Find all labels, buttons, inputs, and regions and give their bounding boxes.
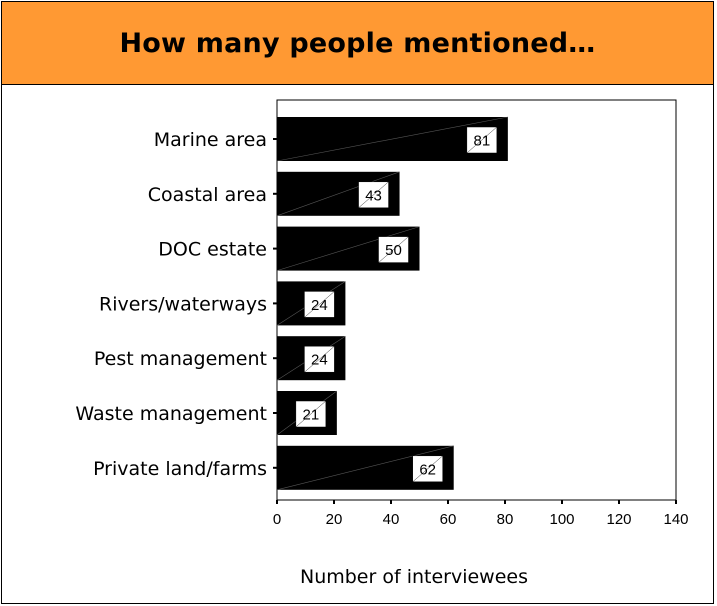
x-tick-label: 100 (549, 511, 574, 528)
bar-pattern-line (276, 226, 420, 271)
page-title: How many people mentioned… (119, 27, 596, 59)
category-label: Waste management (75, 403, 267, 425)
bar-pattern-line (276, 445, 454, 491)
category-label: Rivers/waterways (99, 293, 267, 315)
category-label: DOC estate (158, 239, 267, 261)
x-tick-label: 40 (383, 511, 400, 528)
x-tick-label: 140 (663, 511, 688, 528)
x-tick-label: 20 (326, 511, 343, 528)
bar-pattern-line (276, 171, 400, 217)
label-box-pattern-line (378, 236, 409, 263)
label-box-pattern-line (304, 346, 335, 373)
data-label: 50 (385, 242, 402, 259)
category-label: Pest management (94, 348, 267, 370)
data-label: 24 (311, 352, 328, 369)
category-label: Coastal area (148, 184, 267, 206)
label-box-pattern-line (358, 181, 389, 208)
header-banner: How many people mentioned… (1, 1, 714, 85)
data-label: 21 (303, 407, 320, 424)
x-tick-label: 80 (497, 511, 514, 528)
x-tick-label: 60 (440, 511, 457, 528)
label-box-pattern-line (295, 400, 326, 428)
x-tick-label: 120 (606, 511, 631, 528)
label-box-pattern-line (304, 291, 335, 318)
label-box-pattern-line (412, 455, 443, 482)
data-label: 81 (474, 133, 491, 150)
data-label: 62 (419, 461, 436, 478)
label-box-pattern-line (466, 126, 497, 154)
data-label: 24 (311, 297, 328, 314)
bar-pattern-line (276, 116, 508, 162)
category-label: Private land/farms (93, 458, 267, 480)
data-label: 43 (365, 187, 382, 204)
x-axis-title: Number of interviewees (300, 566, 528, 588)
category-label: Marine area (154, 129, 267, 151)
x-tick-label: 0 (273, 511, 281, 528)
